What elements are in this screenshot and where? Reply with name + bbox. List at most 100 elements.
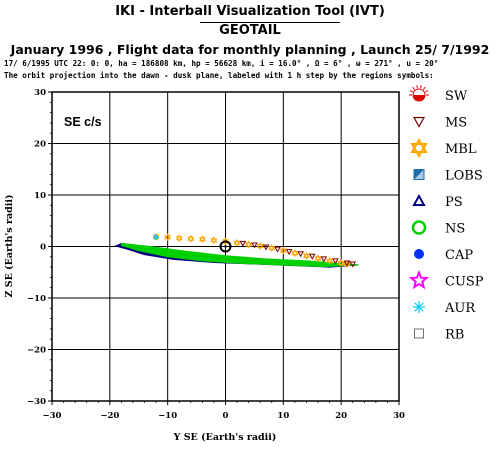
x-axis-title: Y SE (Earth's radii) [173, 432, 277, 443]
star-down-triangle [410, 143, 428, 158]
region-ns-band [120, 242, 359, 268]
mbl-point [187, 236, 195, 243]
mbl-point [268, 246, 276, 253]
orbit-parameters: 17/ 6/1995 UTC 22: 0: 0, ha = 186808 km,… [4, 59, 439, 68]
sun-ray [409, 90, 413, 93]
mbl-point [303, 251, 310, 258]
star-icon [408, 269, 430, 290]
mbl-point [210, 238, 218, 245]
aur-point [154, 234, 159, 241]
triangle-down-icon [412, 116, 426, 128]
circle-icon [411, 220, 427, 235]
mbl-point [314, 254, 322, 261]
ms-point [297, 251, 305, 258]
plot-description: The orbit projection into the dawn - dus… [4, 71, 434, 80]
satellite-name: GEOTAIL [219, 23, 281, 38]
legend-label: NS [445, 222, 465, 237]
ms-point [274, 246, 281, 253]
mbl-point [222, 237, 229, 244]
mbl-point [279, 246, 287, 253]
legend-item-ms: MS [412, 116, 467, 131]
ms-point [308, 253, 316, 260]
legend-item-ns: NS [411, 220, 465, 237]
mbl-point [256, 241, 264, 248]
legend-item-mbl: MBL [410, 138, 477, 158]
y-axis-title: Z SE (Earth's radii) [4, 195, 15, 298]
mbl-point [245, 240, 253, 247]
filled-circle-icon [414, 249, 424, 259]
ms-point [285, 249, 293, 256]
mbl-point [198, 235, 206, 242]
mbl-point [164, 233, 172, 240]
tool-title: IKI - Interball Visualization Tool (IVT) [115, 4, 385, 19]
mbl-point [314, 256, 322, 263]
ms-point [239, 240, 247, 247]
ms-point [332, 258, 339, 265]
x-tick-label: 10 [277, 411, 289, 421]
legend-label: LOBS [445, 169, 483, 184]
y-tick-label: 30 [34, 88, 46, 98]
y-tick-label: 10 [34, 191, 46, 201]
x-tick-label: −20 [100, 411, 119, 421]
ms-point [320, 256, 328, 263]
orbit-data [114, 232, 359, 269]
legend-label: RB [445, 328, 464, 343]
legend-item-cap: CAP [414, 248, 473, 263]
star-of-david-icon [410, 138, 428, 158]
legend-label: SW [445, 89, 468, 104]
legend-label: MBL [445, 142, 477, 157]
sun-icon [409, 85, 429, 102]
y-tick-label: 0 [40, 243, 46, 253]
sun-ray [416, 85, 418, 89]
circle-shape [411, 220, 427, 235]
mbl-point [256, 243, 264, 250]
x-tick-label: 0 [223, 411, 229, 421]
mbl-point [164, 235, 172, 242]
legend-item-rb: RB [414, 328, 464, 343]
x-tick-label: −10 [158, 411, 177, 421]
legend-label: PS [445, 195, 463, 210]
mbl-point [291, 249, 299, 256]
mbl-point [245, 242, 253, 249]
mbl-point [268, 244, 276, 251]
mbl-point [175, 236, 183, 243]
ms-point [251, 242, 258, 249]
mbl-point [279, 248, 287, 255]
star-shape [408, 269, 430, 290]
sun-disc [412, 88, 426, 102]
ms-point [262, 244, 270, 251]
mbl-point [198, 237, 206, 244]
legend-item-lobs: LOBS [413, 169, 483, 184]
triangle-shape [412, 193, 426, 206]
axis-ticks: −30 −20 −10 0 10 20 30 30 20 10 0 −10 −20 −30 [27, 88, 405, 421]
y-tick-label: −20 [27, 346, 46, 356]
y-tick-label: −30 [27, 397, 46, 407]
mbl-point [233, 240, 241, 247]
star-up-triangle [410, 138, 428, 153]
earth-circle [219, 240, 232, 253]
mbl-point [337, 258, 345, 265]
ms-point [349, 261, 357, 268]
earth-marker [219, 240, 232, 253]
x-tick-label: 30 [393, 411, 405, 421]
legend-item-cusp: CUSP [408, 269, 484, 290]
mbl-point [337, 260, 345, 267]
mbl-point [343, 262, 351, 269]
ms-point [343, 260, 351, 267]
legend-item-aur: AUR [413, 301, 476, 316]
triangle-up-icon [412, 193, 426, 206]
x-tick-label: −30 [43, 411, 62, 421]
square-icon [414, 328, 424, 339]
mbl-point [291, 251, 299, 258]
mbl-point [233, 238, 241, 245]
sun-ray [425, 90, 429, 93]
sun-ray [422, 86, 426, 90]
x-tick-label: 20 [335, 411, 347, 421]
earth-center [224, 245, 227, 248]
legend-label: CAP [445, 248, 473, 263]
mbl-point [326, 256, 334, 263]
legend-item-ps: PS [412, 193, 463, 210]
legend: SW MS MBL LOBS PS NS CAP CUSP AUR RB [408, 85, 484, 343]
legend-label: MS [445, 116, 467, 131]
